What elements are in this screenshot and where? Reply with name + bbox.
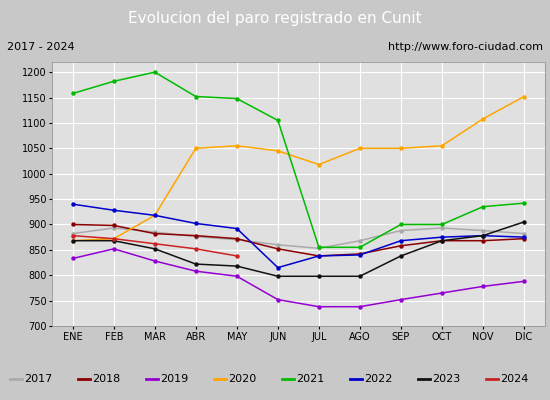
Text: 2024: 2024 (500, 374, 529, 384)
Text: 2023: 2023 (432, 374, 460, 384)
Text: 2017 - 2024: 2017 - 2024 (7, 42, 75, 52)
Text: Evolucion del paro registrado en Cunit: Evolucion del paro registrado en Cunit (128, 12, 422, 26)
Text: http://www.foro-ciudad.com: http://www.foro-ciudad.com (388, 42, 543, 52)
Text: 2018: 2018 (92, 374, 120, 384)
Text: 2022: 2022 (364, 374, 393, 384)
Text: 2021: 2021 (296, 374, 324, 384)
Text: 2017: 2017 (24, 374, 52, 384)
Text: 2020: 2020 (228, 374, 256, 384)
Text: 2019: 2019 (160, 374, 188, 384)
